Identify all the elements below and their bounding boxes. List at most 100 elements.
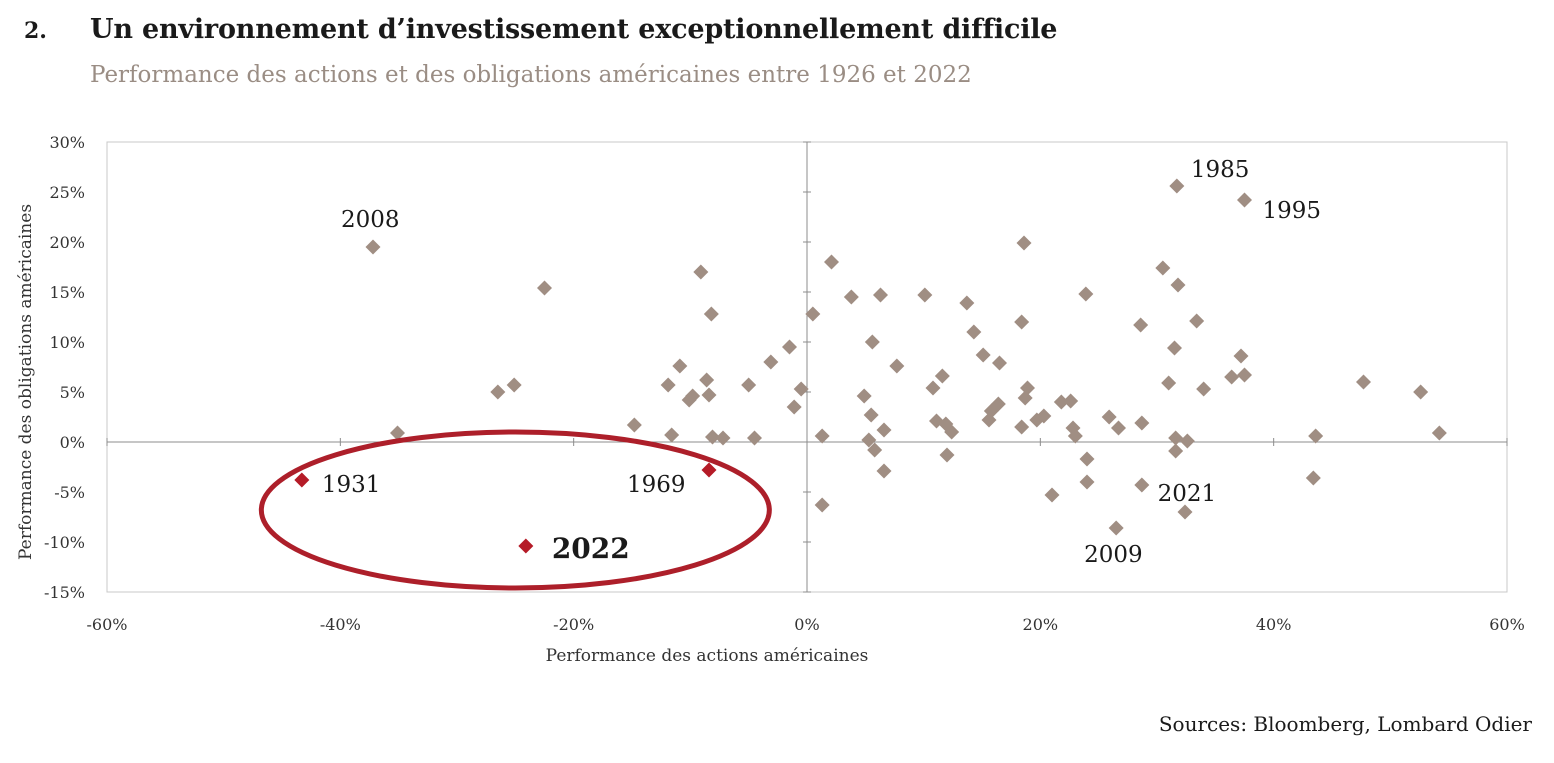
data-point bbox=[863, 407, 879, 423]
data-point bbox=[824, 254, 839, 270]
highlighted-point bbox=[701, 462, 717, 478]
data-point bbox=[715, 430, 731, 446]
tick-labels: -60% -40% -20% 0% 20% 40% 60% -15% -10% -5% 0% 5% 10… bbox=[44, 133, 1525, 634]
data-point bbox=[1134, 415, 1150, 431]
data-point bbox=[1067, 428, 1083, 444]
data-point bbox=[1078, 286, 1094, 302]
data-point bbox=[861, 432, 877, 448]
data-point bbox=[693, 264, 709, 280]
x-tick-label: 20% bbox=[1023, 615, 1059, 634]
data-point bbox=[701, 387, 717, 403]
x-axis-label: Performance des actions américaines bbox=[546, 646, 869, 666]
x-tick-label: -40% bbox=[320, 615, 361, 634]
data-point bbox=[1063, 393, 1079, 409]
data-point bbox=[1305, 470, 1321, 486]
x-tick-label: 60% bbox=[1489, 615, 1525, 634]
data-point bbox=[672, 358, 688, 374]
data-point bbox=[1017, 390, 1033, 406]
data-point bbox=[1079, 451, 1095, 467]
highlighted-points bbox=[294, 462, 717, 554]
axes bbox=[106, 141, 1508, 593]
data-point bbox=[1224, 369, 1240, 385]
highlight-ellipse bbox=[258, 429, 772, 591]
source-note: Sources: Bloomberg, Lombard Odier bbox=[1158, 712, 1532, 736]
highlighted-point bbox=[518, 538, 534, 554]
data-point bbox=[763, 354, 779, 370]
data-point bbox=[1179, 433, 1195, 449]
annotation-2009: 2009 bbox=[1084, 542, 1143, 568]
data-point bbox=[966, 324, 982, 340]
highlighted-point bbox=[294, 472, 310, 488]
data-point bbox=[782, 339, 797, 355]
data-point bbox=[664, 427, 680, 443]
data-point bbox=[876, 463, 892, 479]
data-point bbox=[939, 447, 955, 463]
data-point bbox=[873, 287, 888, 303]
y-tick-label: -10% bbox=[44, 533, 85, 552]
data-point bbox=[1155, 260, 1171, 276]
data-point bbox=[1431, 425, 1447, 441]
y-tick-label: 15% bbox=[49, 283, 85, 302]
y-tick-label: 20% bbox=[49, 233, 85, 252]
data-point bbox=[626, 417, 642, 433]
x-tick-label: -60% bbox=[87, 615, 128, 634]
data-point bbox=[1308, 428, 1324, 444]
data-point bbox=[975, 347, 991, 363]
data-point bbox=[1101, 409, 1117, 425]
annotation-1931: 1931 bbox=[322, 472, 381, 498]
data-points bbox=[365, 178, 1447, 536]
data-point bbox=[1189, 313, 1205, 329]
data-point bbox=[867, 442, 883, 458]
annotation-2008: 2008 bbox=[341, 207, 400, 233]
data-point bbox=[786, 399, 802, 415]
data-point bbox=[1168, 430, 1184, 446]
annotation-2022: 2022 bbox=[552, 532, 630, 565]
data-point bbox=[703, 306, 719, 322]
data-point bbox=[1053, 394, 1069, 410]
y-tick-label: 25% bbox=[49, 183, 85, 202]
data-point bbox=[1079, 474, 1095, 490]
data-point bbox=[365, 239, 381, 255]
data-point bbox=[747, 430, 762, 446]
data-point bbox=[1170, 277, 1186, 293]
data-point bbox=[506, 377, 522, 393]
x-tick-label: 40% bbox=[1256, 615, 1292, 634]
figure-title: Un environnement d’investissement except… bbox=[90, 14, 1058, 45]
annotations: 2008 1931 1969 2022 1985 1995 2021 2009 bbox=[322, 157, 1321, 568]
data-point bbox=[705, 429, 720, 445]
data-point bbox=[1237, 367, 1252, 383]
data-point bbox=[1237, 192, 1252, 208]
data-point bbox=[390, 425, 405, 441]
data-point bbox=[793, 381, 809, 397]
data-point bbox=[934, 368, 950, 384]
data-point bbox=[1016, 235, 1032, 251]
data-point bbox=[944, 424, 960, 440]
annotation-1969: 1969 bbox=[627, 472, 686, 498]
x-tick-label: -20% bbox=[553, 615, 594, 634]
annotation-2021: 2021 bbox=[1158, 481, 1217, 507]
y-tick-label: 10% bbox=[49, 333, 85, 352]
data-point bbox=[992, 355, 1007, 371]
data-point bbox=[685, 388, 701, 404]
y-tick-label: 30% bbox=[49, 133, 85, 152]
y-tick-label: -5% bbox=[54, 483, 85, 502]
data-point bbox=[856, 388, 872, 404]
data-point bbox=[814, 497, 830, 513]
data-point bbox=[889, 358, 905, 374]
annotation-1995: 1995 bbox=[1263, 198, 1322, 224]
data-point bbox=[843, 289, 859, 305]
y-tick-label: 0% bbox=[60, 433, 85, 452]
figure-subtitle: Performance des actions et des obligatio… bbox=[90, 62, 972, 88]
y-tick-label: 5% bbox=[60, 383, 85, 402]
data-point bbox=[1108, 520, 1124, 536]
data-point bbox=[537, 280, 552, 296]
data-point bbox=[1413, 384, 1429, 400]
data-point bbox=[1020, 380, 1035, 396]
data-point bbox=[1177, 504, 1193, 520]
data-point bbox=[917, 287, 933, 303]
data-point bbox=[1168, 443, 1184, 459]
y-tick-label: -15% bbox=[44, 583, 85, 602]
data-point bbox=[1196, 381, 1212, 397]
data-point bbox=[1133, 317, 1149, 333]
